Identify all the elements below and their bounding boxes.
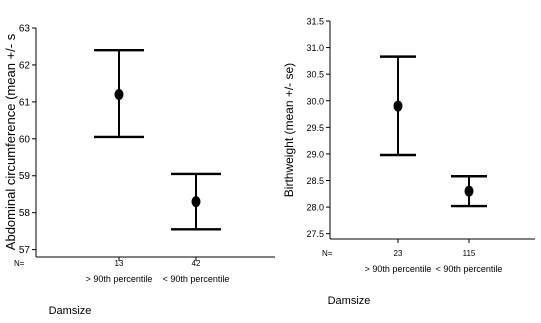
n-count-label: 23 xyxy=(394,249,403,258)
y-tick-label: 28.0 xyxy=(306,203,324,213)
y-tick-label: 62 xyxy=(19,60,31,71)
y-axis-title: Abdominal circumference (mean +/- s xyxy=(3,33,18,250)
y-tick-label: 30.5 xyxy=(306,70,324,80)
y-tick-label: 31.5 xyxy=(306,17,324,27)
y-tick-label: 60 xyxy=(19,134,31,145)
mean-point xyxy=(191,196,201,208)
n-label: N= xyxy=(322,249,333,258)
y-axis-title: Birthweight (mean +/- se) xyxy=(282,63,296,197)
x-axis-title: Damsize xyxy=(49,305,92,317)
y-tick-label: 61 xyxy=(19,97,31,108)
y-tick-label: 58 xyxy=(19,208,31,219)
x-axis-title: Damsize xyxy=(328,295,371,307)
y-tick-label: 31.0 xyxy=(306,43,324,53)
mean-point xyxy=(464,185,474,197)
mean-point xyxy=(114,88,124,100)
n-label: N= xyxy=(14,259,25,268)
x-category-label: > 90th percentile xyxy=(86,274,153,284)
n-count-label: 13 xyxy=(115,259,124,268)
mean-point xyxy=(393,100,403,112)
y-tick-label: 63 xyxy=(19,24,31,35)
n-count-label: 42 xyxy=(192,259,201,268)
y-tick-label: 29.0 xyxy=(306,149,324,159)
y-tick-label: 57 xyxy=(19,245,31,256)
y-tick-label: 28.5 xyxy=(306,176,324,186)
n-count-label: 115 xyxy=(463,249,476,258)
y-tick-label: 59 xyxy=(19,171,31,182)
x-category-label: < 90th percentile xyxy=(163,274,230,284)
y-tick-label: 27.5 xyxy=(306,229,324,239)
y-tick-label: 30.0 xyxy=(306,96,324,106)
y-tick-label: 29.5 xyxy=(306,123,324,133)
x-category-label: < 90th percentile xyxy=(436,264,503,274)
x-category-label: > 90th percentile xyxy=(365,264,432,274)
chart-birthweight: 27.5 28.0 28.5 29.0 29.5 30.0 30.5 31.0 31.5 Birt… xyxy=(282,17,535,307)
